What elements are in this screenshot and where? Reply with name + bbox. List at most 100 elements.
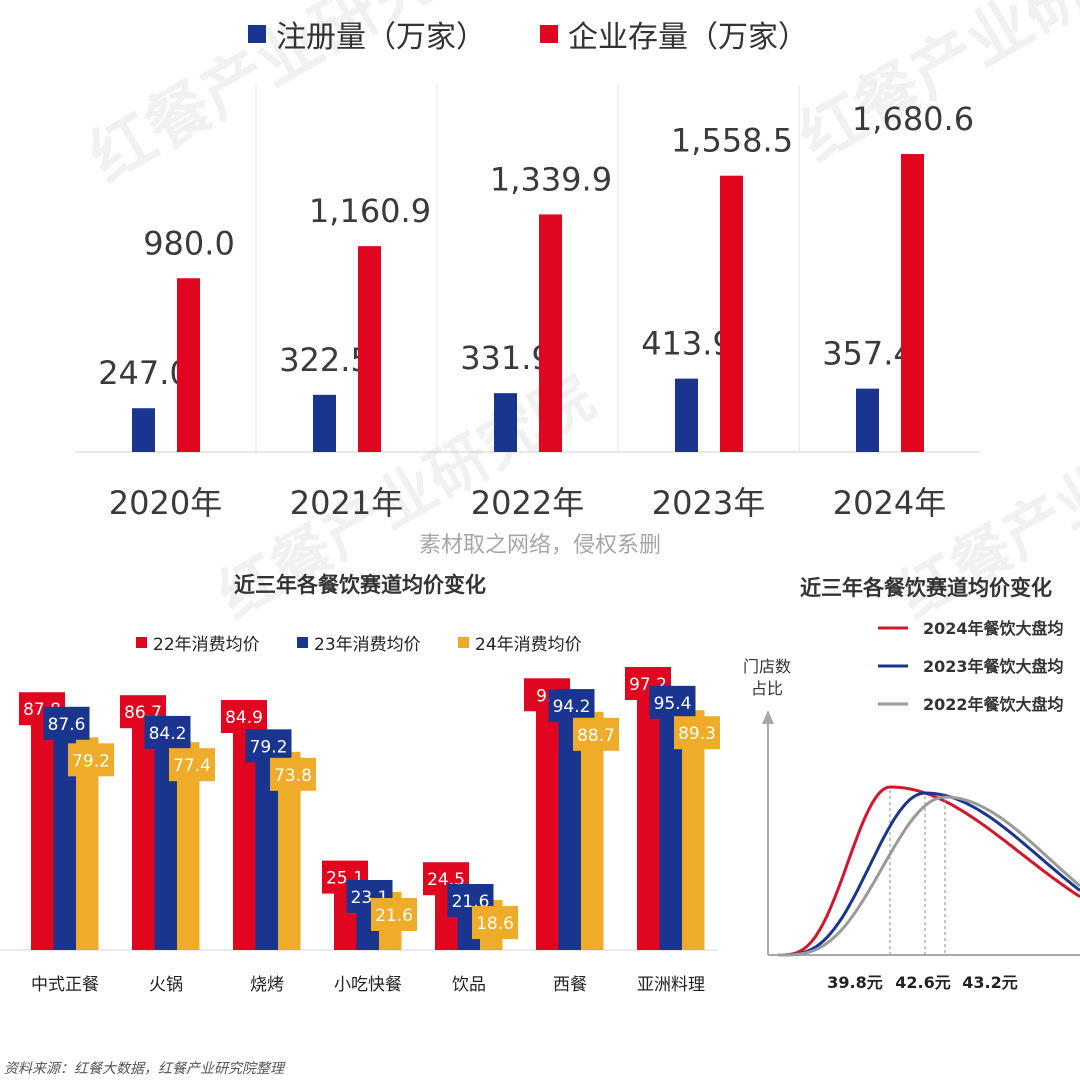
data-label: 79.2 xyxy=(72,751,110,771)
category-label: 饮品 xyxy=(452,975,486,995)
top-legend-label: 企业存量（万家） xyxy=(568,20,808,55)
category-label: 2024年 xyxy=(833,484,946,522)
mid-chart-title: 近三年各餐饮赛道均价变化 xyxy=(234,573,486,597)
bar xyxy=(278,751,301,950)
bar-registrations xyxy=(856,388,879,452)
data-label-box xyxy=(144,715,191,749)
category-label: 小吃快餐 xyxy=(334,975,402,995)
copyright-note: 素材取之网络，侵权系删 xyxy=(418,533,661,558)
y-axis-arrow-icon xyxy=(762,710,774,724)
peak-label: 43.2元 xyxy=(962,973,1017,992)
category-label: 亚洲料理 xyxy=(637,975,705,995)
legend-label: 2023年餐饮大盘均 xyxy=(923,657,1064,676)
legend-label: 2024年餐饮大盘均 xyxy=(923,619,1064,638)
data-label: 79.2 xyxy=(250,737,288,757)
category-label: 2021年 xyxy=(290,484,403,522)
bar xyxy=(659,693,682,950)
data-label: 21.6 xyxy=(375,906,413,926)
data-label: 84.9 xyxy=(225,708,263,728)
legend-label: 2022年餐饮大盘均 xyxy=(923,695,1064,714)
data-label: 18.6 xyxy=(476,914,514,934)
source-note: 资料来源：红餐大数据，红餐产业研究院整理 xyxy=(4,1061,284,1077)
bar xyxy=(682,710,705,950)
data-label: 87.6 xyxy=(48,715,86,735)
peak-label: 39.8元 xyxy=(827,973,882,992)
y-axis-label: 占比 xyxy=(751,679,783,698)
data-label: 1,339.9 xyxy=(490,160,612,198)
data-label-box xyxy=(548,689,595,723)
top-legend-swatch-registrations xyxy=(248,25,266,43)
top-legend-swatch-stock xyxy=(540,25,558,43)
data-label-box xyxy=(674,716,720,750)
data-label-box xyxy=(169,748,215,782)
mid-legend-swatch-23 xyxy=(297,637,308,648)
data-label: 77.4 xyxy=(173,756,211,776)
data-label-box xyxy=(649,685,696,719)
data-label: 1,680.6 xyxy=(852,100,974,138)
category-label: 西餐 xyxy=(553,975,587,995)
bar-registrations xyxy=(313,394,336,452)
data-label-box xyxy=(245,729,292,763)
bar-stock xyxy=(358,246,381,452)
mid-legend-item-24: 24年消费均价 xyxy=(458,630,582,655)
data-label-box xyxy=(221,700,267,734)
mid-legend-label: 22年消费均价 xyxy=(153,635,260,655)
data-label: 322.5 xyxy=(279,341,371,379)
bar xyxy=(558,697,581,950)
top-legend-label: 注册量（万家） xyxy=(276,20,486,55)
category-label: 火锅 xyxy=(149,975,183,995)
data-label-box xyxy=(43,706,90,740)
category-label: 烧烤 xyxy=(250,975,284,995)
data-label: 94.2 xyxy=(553,697,591,717)
top-legend-item-stock: 企业存量（万家） xyxy=(540,12,808,56)
data-label: 331.9 xyxy=(460,339,552,377)
data-label: 1,160.9 xyxy=(309,192,431,230)
bar-stock xyxy=(539,214,562,452)
bar xyxy=(76,737,99,950)
mid-legend-swatch-22 xyxy=(136,637,147,648)
bar xyxy=(637,689,660,950)
data-label-box xyxy=(472,906,518,940)
data-label-box xyxy=(371,898,417,931)
data-label: 89.3 xyxy=(678,724,716,744)
data-label: 73.8 xyxy=(274,766,312,786)
category-label: 2020年 xyxy=(109,484,222,522)
mid-legend-item-22: 22年消费均价 xyxy=(136,630,260,655)
bar xyxy=(132,717,155,950)
y-axis-label: 门店数 xyxy=(743,657,791,676)
bar xyxy=(177,742,200,950)
data-label-box xyxy=(68,743,114,777)
distribution-curve xyxy=(778,791,1080,957)
top-bar-chart: 247.0 980.0 2020年 322.5 1,160.9 2021年 331.9 1,3… xyxy=(75,85,980,522)
bar-stock xyxy=(720,175,743,453)
right-chart-title: 近三年各餐饮赛道均价变化 xyxy=(800,576,1052,600)
category-label: 中式正餐 xyxy=(31,975,99,995)
data-label: 88.7 xyxy=(577,726,615,746)
mid-legend-swatch-24 xyxy=(458,637,469,648)
bar xyxy=(536,700,559,950)
bar-stock xyxy=(177,278,200,452)
bar xyxy=(581,711,604,950)
top-chart-panel: 红餐产业研究院 红餐产业研究院 红餐产业研究院 红餐产业研究院 注册量（万家） … xyxy=(0,0,1080,633)
mid-legend-item-23: 23年消费均价 xyxy=(297,630,421,655)
data-label: 95.4 xyxy=(654,694,692,714)
mid-legend-label: 24年消费均价 xyxy=(475,635,582,655)
data-label-box xyxy=(270,757,316,791)
category-label: 2023年 xyxy=(652,484,765,522)
data-label-box xyxy=(573,717,619,751)
data-label: 980.0 xyxy=(143,224,235,262)
bar-stock xyxy=(901,154,924,452)
mid-bar-chart: 87.887.679.2中式正餐86.784.277.4火锅84.979.273… xyxy=(0,667,720,995)
distribution-curve xyxy=(778,785,1080,957)
bar-registrations xyxy=(132,408,155,452)
top-legend-item-registrations: 注册量（万家） xyxy=(248,12,486,56)
distribution-curve xyxy=(778,795,1080,957)
peak-label: 42.6元 xyxy=(895,973,950,992)
bar xyxy=(31,714,54,950)
bar-registrations xyxy=(675,378,698,452)
category-label: 2022年 xyxy=(471,484,584,522)
data-label: 413.9 xyxy=(641,325,733,363)
data-label: 247.0 xyxy=(98,354,190,392)
data-label: 84.2 xyxy=(149,724,187,744)
